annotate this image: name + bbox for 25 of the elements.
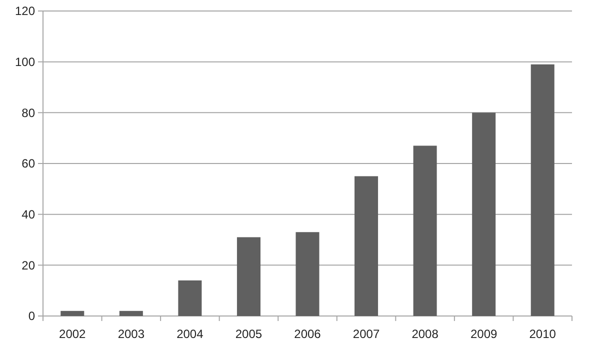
bar	[530, 64, 554, 316]
bar	[296, 232, 320, 316]
bar	[236, 237, 260, 316]
x-tick-label: 2005	[235, 327, 262, 341]
x-tick-label: 2004	[176, 327, 204, 341]
x-tick-label: 2003	[118, 327, 145, 341]
bar	[178, 280, 202, 316]
y-tick-label: 0	[28, 309, 36, 324]
y-tick-label: 100	[14, 55, 36, 70]
y-tick-label: 120	[14, 4, 36, 18]
bar	[472, 112, 496, 316]
y-tick-label: 20	[22, 258, 36, 272]
bar	[354, 176, 378, 316]
y-tick-label: 60	[22, 156, 36, 171]
bar	[413, 146, 437, 316]
x-tick-label: 2002	[59, 327, 86, 341]
x-tick-label: 2009	[470, 327, 498, 341]
bar	[119, 310, 143, 316]
bar	[60, 310, 84, 316]
x-tick-label: 2007	[352, 327, 380, 341]
x-tick-label: 2008	[412, 327, 439, 341]
x-tick-label: 2006	[294, 327, 322, 341]
y-tick-label: 80	[22, 106, 36, 120]
x-tick-label: 2010	[529, 327, 556, 341]
y-tick-label: 40	[22, 208, 36, 222]
